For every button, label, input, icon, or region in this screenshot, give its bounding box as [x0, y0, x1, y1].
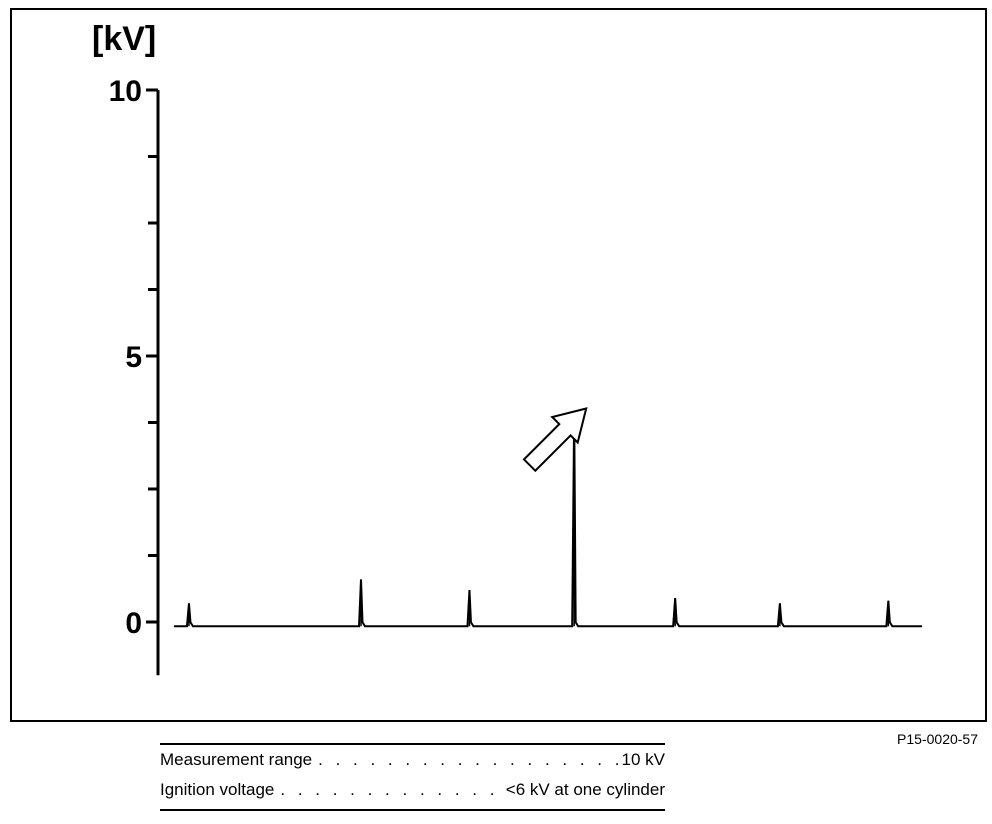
figure-code: P15-0020-57 [897, 731, 978, 747]
spec-value: <6 kV at one cylinder [505, 780, 665, 799]
spec-row-measurement-range: Measurement range 10 kV [160, 745, 665, 775]
spec-value: 10 kV [621, 750, 665, 769]
y-axis-label: [kV] [92, 20, 156, 58]
spike-marks [188, 414, 890, 627]
spec-table: Measurement range 10 kV Ignition voltage… [160, 743, 665, 811]
spec-leader-dots [312, 745, 621, 775]
chart-svg: [kV] 0 5 10 [92, 20, 922, 676]
spec-top-rule [160, 743, 665, 745]
y-tick-label: 10 [109, 75, 142, 108]
annotation-arrow [522, 407, 588, 473]
y-ticks: 0 5 10 [109, 75, 158, 640]
spec-bottom-rule [160, 809, 665, 811]
chart-frame: [kV] 0 5 10 [10, 8, 987, 722]
spec-row-ignition-voltage: Ignition voltage <6 kV at one cylinder [160, 775, 665, 805]
y-tick-label: 0 [125, 607, 142, 640]
spec-label: Measurement range [160, 750, 313, 769]
spec-label: Ignition voltage [160, 780, 275, 799]
y-tick-label: 5 [125, 341, 142, 374]
spec-leader-dots [274, 775, 505, 805]
